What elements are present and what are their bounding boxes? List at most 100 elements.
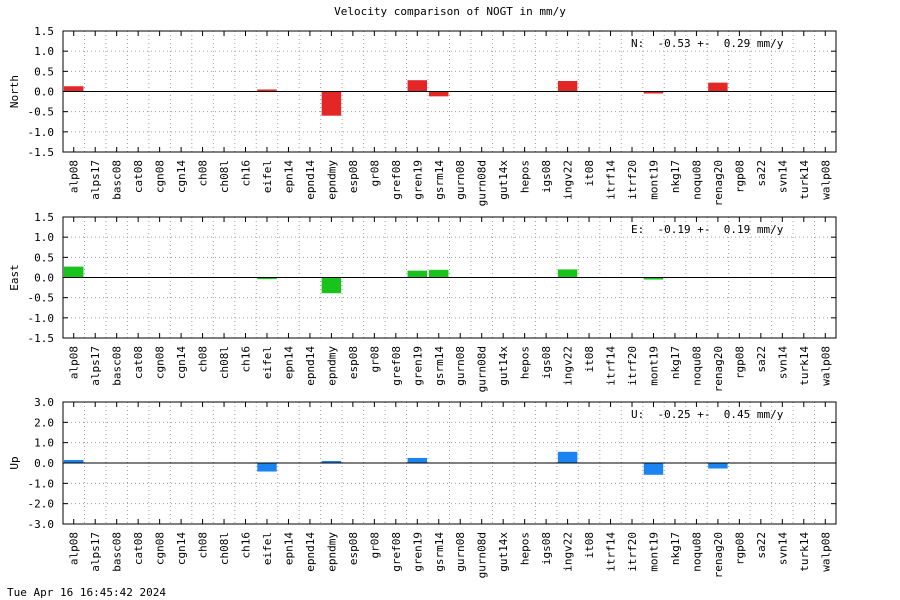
north-bar-renag20 xyxy=(708,82,728,92)
north-category-label-renag20: renag20 xyxy=(712,160,725,206)
north-category-label-cat08: cat08 xyxy=(132,160,145,193)
up-category-label-eifel: eifel xyxy=(261,532,274,565)
up-category-label-alps17: alps17 xyxy=(89,532,102,572)
up-category-label-ch08l: ch08l xyxy=(218,532,231,565)
north-ytick-label: 0.0 xyxy=(34,86,54,99)
east-category-label-ch08: ch08 xyxy=(197,346,210,373)
up-bar-mont19 xyxy=(643,463,664,475)
up-ytick-label: 0.0 xyxy=(34,457,54,470)
north-bar-ingv22 xyxy=(557,81,578,92)
east-ytick-label: -0.5 xyxy=(28,292,55,305)
east-category-label-hepos: hepos xyxy=(519,346,532,379)
up-category-label-mont19: mont19 xyxy=(647,532,660,572)
north-annotation: N: -0.53 +- 0.29 mm/y xyxy=(631,37,784,50)
north-category-label-gr08: gr08 xyxy=(368,160,381,187)
north-category-label-gurn08: gurn08 xyxy=(454,160,467,200)
east-category-label-ch16: ch16 xyxy=(240,346,253,373)
east-category-label-svn14: svn14 xyxy=(776,346,789,379)
up-bar-epndmy xyxy=(321,460,342,463)
north-bar-eifel xyxy=(257,89,277,92)
north-category-label-rgp08: rgp08 xyxy=(733,160,746,193)
up-category-label-basc08: basc08 xyxy=(111,532,124,572)
north-category-label-itrf20: itrf20 xyxy=(626,160,639,200)
east-annotation: E: -0.19 +- 0.19 mm/y xyxy=(631,223,784,236)
up-category-label-it08: it08 xyxy=(583,532,596,559)
up-axis-label: Up xyxy=(8,456,21,469)
up-category-label-igs08: igs08 xyxy=(540,532,553,565)
east-bar-alp08 xyxy=(64,266,84,278)
north-bar-gren19 xyxy=(407,80,428,92)
north-category-label-gref08: gref08 xyxy=(390,160,403,200)
up-category-label-sa22: sa22 xyxy=(755,532,768,559)
north-category-label-nkg17: nkg17 xyxy=(669,160,682,193)
up-category-label-gren19: gren19 xyxy=(411,532,424,572)
east-category-label-ingv22: ingv22 xyxy=(562,346,575,386)
north-category-label-cgn14: cgn14 xyxy=(175,160,188,193)
north-category-label-epn14: epn14 xyxy=(282,160,295,193)
east-category-label-gurn08: gurn08 xyxy=(454,346,467,386)
east-category-label-itrf14: itrf14 xyxy=(605,346,618,386)
east-category-label-turk14: turk14 xyxy=(798,346,811,386)
east-category-label-gr08: gr08 xyxy=(368,346,381,373)
east-category-label-sa22: sa22 xyxy=(755,346,768,373)
north-bar-gsrm14 xyxy=(429,91,449,97)
north-category-label-epnd14: epnd14 xyxy=(304,160,317,200)
east-category-label-eifel: eifel xyxy=(261,346,274,379)
east-category-label-itrf20: itrf20 xyxy=(626,346,639,386)
up-category-label-ch16: ch16 xyxy=(240,532,253,559)
up-category-label-cgn14: cgn14 xyxy=(175,532,188,565)
east-category-label-epndmy: epndmy xyxy=(325,346,338,386)
north-ytick-label: -1.5 xyxy=(28,146,55,159)
north-ytick-label: -0.5 xyxy=(28,106,55,119)
up-bar-gren19 xyxy=(407,457,428,463)
up-category-label-rgp08: rgp08 xyxy=(733,532,746,565)
up-category-label-walp08: walp08 xyxy=(819,532,832,572)
east-category-label-gurn08d: gurn08d xyxy=(476,346,489,392)
up-ytick-label: -3.0 xyxy=(28,518,55,531)
east-category-label-gut14x: gut14x xyxy=(497,346,510,386)
north-axis-label: North xyxy=(8,75,21,108)
north-category-label-ingv22: ingv22 xyxy=(562,160,575,200)
up-category-label-alp08: alp08 xyxy=(68,532,81,565)
up-bar-alp08 xyxy=(64,459,84,463)
north-category-label-gren19: gren19 xyxy=(411,160,424,200)
up-ytick-label: -1.0 xyxy=(28,477,55,490)
north-category-label-sa22: sa22 xyxy=(755,160,768,187)
east-category-label-esp08: esp08 xyxy=(347,346,360,379)
east-ytick-label: 0.5 xyxy=(34,251,54,264)
east-category-label-walp08: walp08 xyxy=(819,346,832,386)
east-category-label-cat08: cat08 xyxy=(132,346,145,379)
east-category-label-renag20: renag20 xyxy=(712,346,725,392)
east-axis-label: East xyxy=(8,264,21,291)
north-category-label-cgn08: cgn08 xyxy=(154,160,167,193)
east-bar-mont19 xyxy=(643,277,664,280)
up-category-label-turk14: turk14 xyxy=(798,532,811,572)
up-category-label-epndmy: epndmy xyxy=(325,532,338,572)
north-category-label-igs08: igs08 xyxy=(540,160,553,193)
east-category-label-rgp08: rgp08 xyxy=(733,346,746,379)
up-category-label-epnd14: epnd14 xyxy=(304,532,317,572)
up-category-label-itrf14: itrf14 xyxy=(605,532,618,572)
north-category-label-gsrm14: gsrm14 xyxy=(433,160,446,200)
up-category-label-gsrm14: gsrm14 xyxy=(433,532,446,572)
north-category-label-svn14: svn14 xyxy=(776,160,789,193)
up-category-label-ingv22: ingv22 xyxy=(562,532,575,572)
north-category-label-ch16: ch16 xyxy=(240,160,253,187)
up-category-label-ch08: ch08 xyxy=(197,532,210,559)
north-ytick-label: 0.5 xyxy=(34,65,54,78)
up-bar-ingv22 xyxy=(557,451,578,463)
north-category-label-gut14x: gut14x xyxy=(497,160,510,200)
up-ytick-label: 3.0 xyxy=(34,396,54,409)
north-category-label-walp08: walp08 xyxy=(819,160,832,200)
north-category-label-basc08: basc08 xyxy=(111,160,124,200)
north-category-label-itrf14: itrf14 xyxy=(605,160,618,200)
east-category-label-cgn14: cgn14 xyxy=(175,346,188,379)
north-bar-mont19 xyxy=(643,91,664,94)
east-category-label-mont19: mont19 xyxy=(647,346,660,386)
north-bar-epndmy xyxy=(321,91,342,116)
up-category-label-gut14x: gut14x xyxy=(497,532,510,572)
east-category-label-gref08: gref08 xyxy=(390,346,403,386)
chart-title: Velocity comparison of NOGT in mm/y xyxy=(334,5,566,18)
east-category-label-noqu08: noqu08 xyxy=(690,346,703,386)
up-category-label-hepos: hepos xyxy=(519,532,532,565)
